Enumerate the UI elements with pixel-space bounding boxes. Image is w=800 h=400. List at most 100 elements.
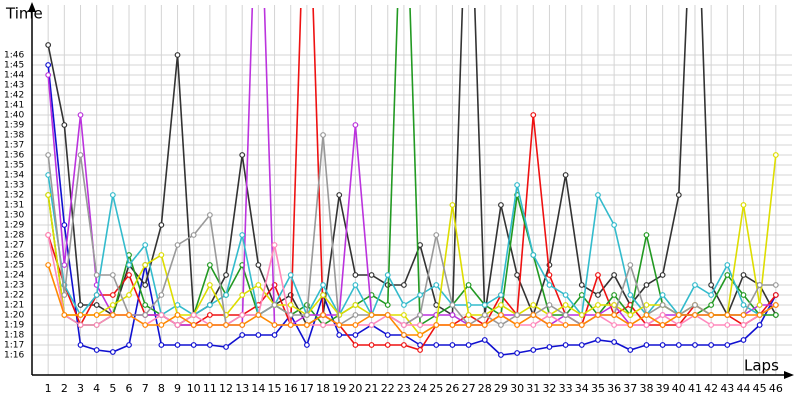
point: [271, 242, 278, 248]
x-tick-label: 36: [607, 382, 621, 395]
x-tick-label: 4: [93, 382, 100, 395]
point: [93, 272, 100, 278]
point: [562, 342, 569, 348]
point: [206, 312, 213, 318]
point: [206, 282, 213, 288]
point: [724, 262, 731, 268]
point: [772, 292, 779, 298]
point: [659, 312, 666, 318]
point: [772, 282, 779, 288]
point: [271, 322, 278, 328]
x-tick-label: 30: [510, 382, 524, 395]
y-tick-label: 1:32: [4, 191, 24, 201]
point: [336, 192, 343, 198]
point: [578, 342, 585, 348]
x-tick-label: 17: [300, 382, 314, 395]
point: [190, 322, 197, 328]
point: [77, 322, 84, 328]
point: [142, 322, 149, 328]
point: [303, 312, 310, 318]
point: [643, 302, 650, 308]
point: [756, 322, 763, 328]
point: [724, 322, 731, 328]
point: [287, 322, 294, 328]
point: [611, 222, 618, 228]
y-tick-label: 1:21: [4, 301, 24, 311]
point: [481, 302, 488, 308]
point: [126, 312, 132, 318]
point: [659, 322, 666, 328]
point: [174, 312, 181, 318]
point: [77, 342, 84, 348]
point: [401, 302, 407, 308]
point: [190, 232, 197, 238]
point: [498, 352, 504, 358]
point: [530, 322, 537, 328]
point: [514, 312, 521, 318]
point: [174, 52, 181, 58]
point: [303, 322, 310, 328]
point: [93, 347, 100, 353]
point: [223, 272, 229, 278]
point: [643, 322, 650, 328]
x-axis-title: Laps: [744, 357, 779, 375]
y-tick-label: 1:24: [4, 271, 24, 281]
x-tick-label: 42: [704, 382, 718, 395]
point: [562, 322, 569, 328]
point: [449, 312, 456, 318]
point: [546, 312, 553, 318]
point: [562, 312, 569, 318]
point: [401, 312, 407, 318]
point: [401, 322, 407, 328]
x-tick-label: 11: [203, 382, 217, 395]
point: [756, 302, 763, 308]
point: [384, 312, 391, 318]
point: [142, 262, 149, 268]
y-tick-label: 1:31: [4, 201, 24, 211]
point: [514, 322, 521, 328]
point: [578, 312, 585, 318]
point: [93, 312, 100, 318]
series-line: [47, 64, 777, 356]
point: [401, 282, 407, 288]
point: [45, 72, 52, 78]
tick-labels: 1:161:171:181:191:201:211:221:231:241:25…: [4, 51, 783, 396]
point: [740, 322, 747, 328]
point: [530, 347, 537, 353]
y-tick-label: 1:26: [4, 251, 24, 261]
point: [223, 322, 229, 328]
point: [384, 342, 391, 348]
x-tick-label: 43: [720, 382, 734, 395]
x-tick-label: 15: [268, 382, 282, 395]
x-tick-label: 13: [235, 382, 249, 395]
point: [740, 302, 747, 308]
point: [287, 302, 294, 308]
point: [611, 292, 618, 298]
point: [77, 312, 84, 318]
point: [77, 302, 84, 308]
y-axis-arrow: [28, 2, 36, 12]
point: [756, 312, 763, 318]
x-tick-label: 23: [397, 382, 411, 395]
series-line: [47, 234, 777, 326]
point: [109, 192, 116, 198]
series-line: [47, 8, 777, 327]
point: [514, 350, 521, 356]
point: [109, 312, 116, 318]
point: [223, 344, 229, 350]
point: [352, 322, 359, 328]
point: [320, 292, 326, 298]
point: [449, 342, 456, 348]
point: [93, 302, 100, 308]
point: [206, 342, 213, 348]
point: [740, 292, 747, 298]
point: [352, 302, 359, 308]
y-tick-label: 1:28: [4, 231, 24, 241]
point: [206, 302, 213, 308]
point: [514, 182, 521, 188]
x-tick-label: 26: [445, 382, 459, 395]
x-tick-label: 12: [219, 382, 233, 395]
point: [740, 337, 747, 343]
x-tick-label: 18: [316, 382, 330, 395]
point: [772, 312, 779, 318]
